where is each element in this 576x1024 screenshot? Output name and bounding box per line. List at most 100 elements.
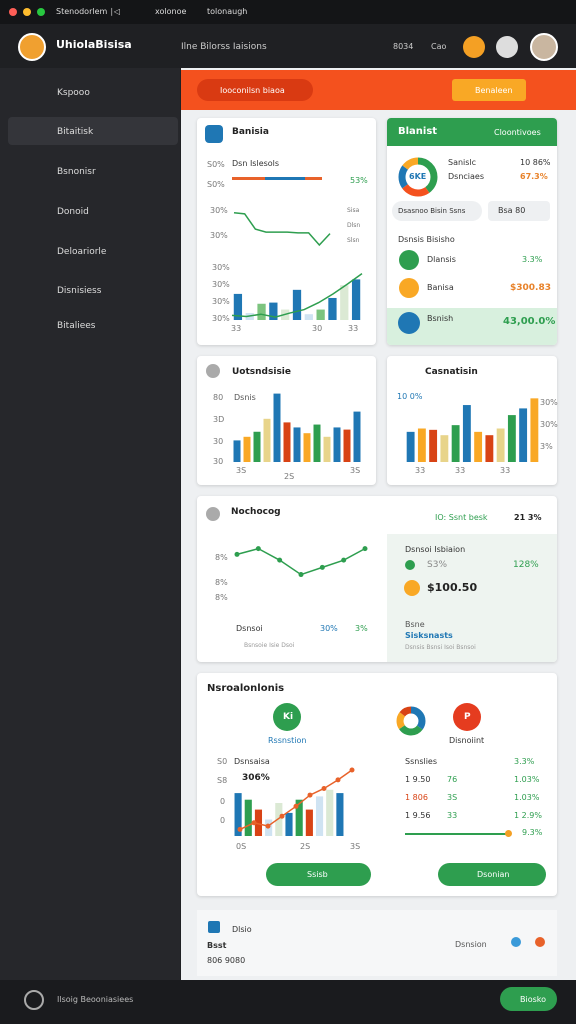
row-label: Bsnish (427, 314, 454, 323)
donut-segment (396, 706, 426, 736)
progress-bar (265, 177, 305, 180)
tick-label: 30 (213, 457, 224, 466)
label: 10 0% (397, 392, 423, 401)
minimize-button[interactable] (23, 8, 31, 16)
trend-line (237, 767, 355, 832)
sidebar-item[interactable]: Kspooo (57, 88, 90, 98)
maximize-button[interactable] (37, 8, 45, 16)
dot (511, 937, 521, 947)
sidebar-item[interactable]: Disnisiess (57, 286, 102, 296)
button-label[interactable]: Biosko (520, 995, 547, 1004)
avatar[interactable] (530, 33, 558, 61)
button[interactable] (438, 863, 546, 886)
x-label: 2S (284, 472, 295, 481)
row-value: 3.3% (522, 255, 543, 264)
point (279, 813, 285, 819)
row-value: 43,00.0% (503, 316, 556, 327)
bar (257, 303, 266, 320)
tick-label: 3D (213, 415, 225, 424)
bar (292, 289, 302, 320)
search-box[interactable] (197, 79, 313, 101)
bottom-bar (0, 980, 576, 1024)
avatar-small[interactable] (496, 36, 518, 58)
stat-label: Dsnciaes (448, 172, 485, 181)
bar-chart (234, 789, 344, 836)
card (387, 356, 557, 485)
table-cell: 3S (447, 793, 458, 802)
row-label: $100.50 (427, 581, 478, 594)
link[interactable]: IO: Ssnt besk (435, 513, 488, 522)
row-label: Dlansis (427, 255, 456, 264)
tick-label: 3% (540, 442, 553, 451)
point (234, 551, 240, 557)
sidebar-item[interactable]: Donoid (57, 207, 89, 217)
label: Dsnsaisa (234, 757, 270, 766)
table-header: Ssnslies (405, 757, 438, 766)
tick-label: 30% (210, 231, 228, 240)
bar (429, 429, 438, 462)
legend-label: Slsn (347, 237, 360, 244)
sidebar-item[interactable]: Bitaitisk (57, 127, 94, 137)
x-label: 33 (348, 324, 359, 333)
status-text: Ilsoig Beooniasiees (57, 995, 134, 1004)
button[interactable] (266, 863, 371, 886)
card-icon (206, 364, 220, 378)
status-icon (24, 990, 44, 1010)
bar (273, 393, 281, 462)
banner-button[interactable] (452, 79, 526, 101)
stat-value: 10 86% (520, 158, 551, 167)
tick-label: 30% (212, 263, 230, 272)
address: tolonaugh (207, 7, 248, 16)
point (265, 823, 271, 829)
badge-name: Disnoiint (449, 736, 485, 745)
bar (243, 436, 251, 462)
point (341, 557, 347, 563)
row-icon (399, 278, 419, 298)
row-label: S3% (427, 560, 447, 570)
link[interactable]: Cloontivoes (494, 128, 541, 137)
nav-link[interactable]: Ilne Bilorss Iaisions (181, 42, 267, 52)
x-label: 2S (300, 842, 311, 851)
table-cell: 1 806 (405, 793, 428, 802)
bar (293, 427, 301, 462)
table-cell: 76 (447, 775, 458, 784)
sidebar-item[interactable]: Deloariorle (57, 247, 107, 257)
tick-label: S0% (207, 160, 225, 169)
pill[interactable] (392, 201, 482, 221)
stat-value: 67.3% (520, 172, 548, 181)
panel-title: Sisksnasts (405, 631, 453, 640)
bar (417, 428, 426, 462)
point (319, 564, 325, 570)
sidebar-item[interactable]: Bitaliees (57, 321, 96, 331)
bottom-button[interactable] (500, 987, 557, 1011)
tick-label: S8 (217, 776, 228, 785)
tick-label: 30 (213, 437, 224, 446)
tick-label: 8% (215, 593, 228, 602)
pill[interactable] (488, 201, 550, 221)
sidebar (0, 68, 180, 980)
footer-link[interactable]: Dsnsion (455, 940, 487, 949)
table-cell: 1 9.50 (405, 775, 431, 784)
badge (453, 703, 481, 731)
button-label[interactable]: Ssisb (307, 870, 328, 879)
avatar-small[interactable] (463, 36, 485, 58)
user-name: Cao (431, 42, 447, 51)
donut-label: 6KE (409, 172, 427, 181)
bar (313, 424, 321, 462)
bar (326, 789, 334, 836)
bar (440, 435, 449, 462)
line (233, 211, 331, 247)
bar (269, 302, 278, 320)
sidebar-item[interactable]: Bsnonisr (57, 167, 96, 177)
tick-label: 30% (210, 206, 228, 215)
close-button[interactable] (9, 8, 17, 16)
row-value: 128% (513, 560, 539, 570)
x-label: Dsnsoi (236, 624, 263, 633)
button-label[interactable]: Benaleen (475, 86, 513, 95)
bar (285, 812, 293, 836)
stat-label: Sanislc (448, 158, 477, 167)
bar (283, 422, 291, 462)
bar (353, 411, 361, 462)
button-label[interactable]: Dsonian (477, 870, 510, 879)
x-label: 30 (312, 324, 323, 333)
